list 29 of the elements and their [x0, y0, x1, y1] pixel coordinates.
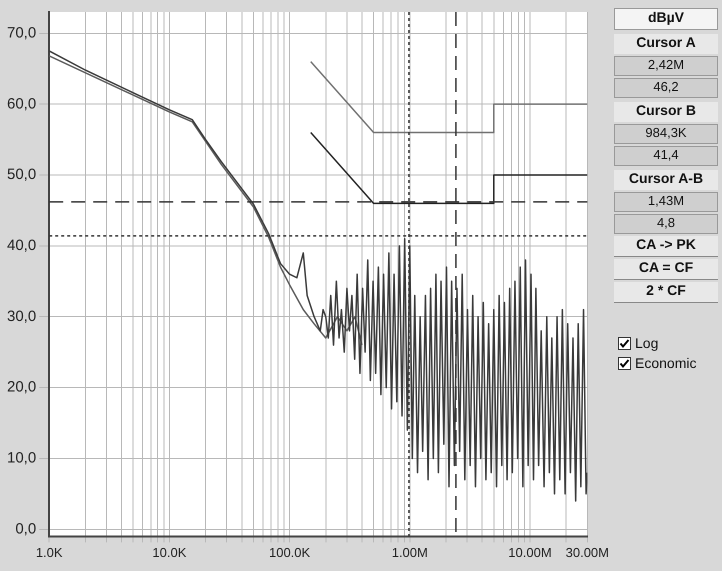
x-tick-label: 100.0K	[268, 544, 311, 560]
y-tick-label: 40,0	[6, 236, 36, 254]
y-tick-label: 70,0	[6, 24, 36, 42]
text: 4,8	[614, 214, 718, 234]
y-tick-label: 60,0	[6, 95, 36, 112]
text: 2 * CF	[614, 282, 718, 303]
text: Economic	[635, 355, 696, 371]
text: 1,43M	[614, 192, 718, 212]
x-tick-label: 30.00M	[566, 544, 610, 560]
text: 46,2	[614, 78, 718, 98]
x-tick-label: 1.00M	[392, 544, 428, 560]
x-tick-label: 1.0K	[36, 544, 63, 560]
y-axis-title: dBµV	[614, 8, 718, 30]
text: Cursor A	[614, 34, 718, 54]
y-tick-label: 30,0	[6, 308, 36, 325]
text: Log	[635, 335, 658, 351]
y-tick-label: 10,0	[6, 450, 36, 467]
text: CA -> PK	[614, 236, 718, 257]
y-tick-label: 0,0	[15, 520, 36, 538]
text: Cursor A-B	[614, 170, 718, 190]
text: 984,3K	[614, 124, 718, 144]
text: 41,4	[614, 146, 718, 166]
x-tick-label: 10.00M	[508, 544, 552, 560]
y-tick-label: 50,0	[6, 166, 36, 184]
text: 2,42M	[614, 56, 718, 76]
text: CA = CF	[614, 259, 718, 280]
text: Cursor B	[614, 102, 718, 122]
x-tick-label: 10.0K	[152, 544, 187, 560]
y-tick-label: 20,0	[6, 378, 36, 396]
